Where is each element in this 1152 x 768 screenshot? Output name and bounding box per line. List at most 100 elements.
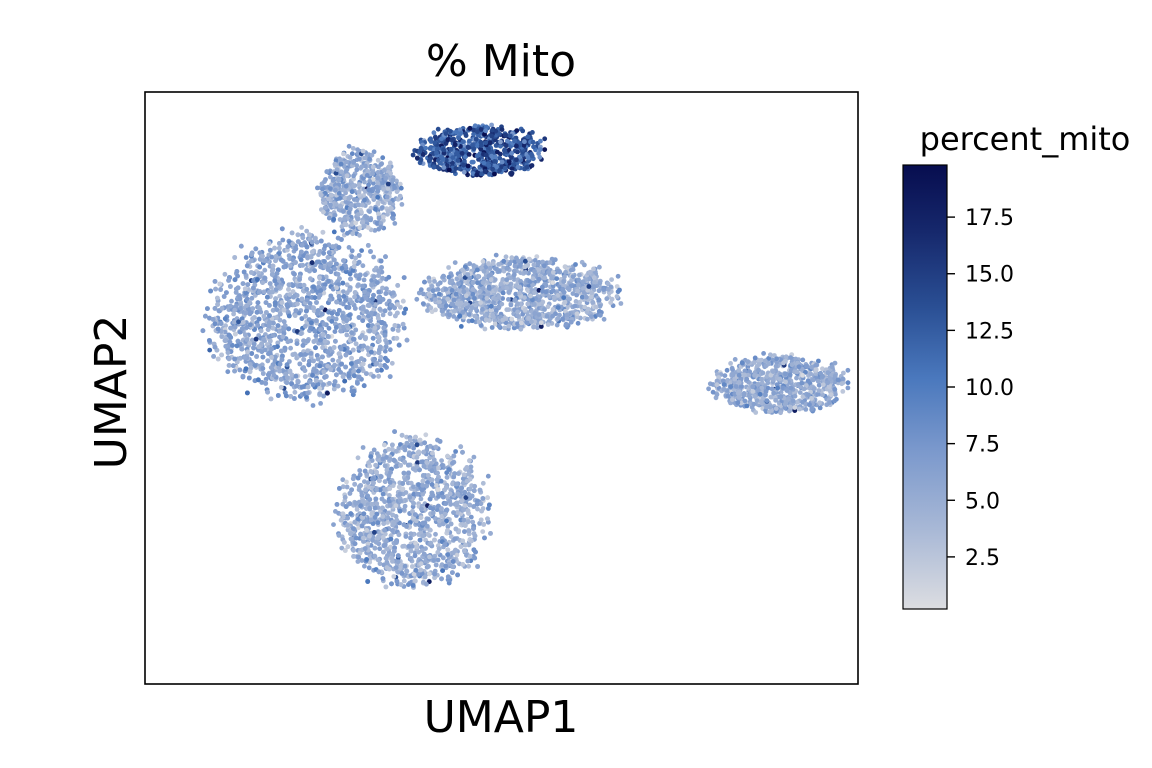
cell-point xyxy=(420,301,426,306)
cell-point xyxy=(244,303,250,308)
cell-point xyxy=(321,393,326,399)
cell-point xyxy=(334,202,339,207)
cell-point xyxy=(265,358,271,364)
cell-point xyxy=(547,260,553,265)
cell-point xyxy=(334,372,339,378)
cell-point xyxy=(555,268,561,274)
cell-point xyxy=(540,299,546,305)
cell-point xyxy=(225,350,231,355)
cell-point xyxy=(446,265,451,270)
cell-point xyxy=(350,231,356,237)
cell-point xyxy=(347,155,353,160)
cell-point xyxy=(281,319,287,325)
cell-point xyxy=(449,278,455,284)
cell-point xyxy=(267,281,273,286)
cell-point xyxy=(255,377,261,383)
cell-point xyxy=(353,363,359,369)
cell-point xyxy=(306,291,311,296)
cell-point xyxy=(550,307,556,312)
cell-point xyxy=(302,323,308,329)
cell-point xyxy=(297,361,303,367)
cell-point xyxy=(576,277,581,283)
cell-point xyxy=(375,157,381,163)
cell-point xyxy=(591,284,597,290)
cell-point xyxy=(351,260,357,265)
cell-point xyxy=(483,317,489,323)
cell-point xyxy=(455,158,461,163)
cell-point xyxy=(334,196,340,202)
cell-point xyxy=(376,289,382,295)
cell-point xyxy=(334,261,339,267)
cell-point xyxy=(365,313,371,319)
cell-point xyxy=(434,146,440,152)
cell-point xyxy=(384,194,390,200)
cell-point xyxy=(349,151,355,157)
cell-point xyxy=(378,354,384,360)
cell-point xyxy=(376,295,382,300)
cell-point xyxy=(576,282,581,288)
cell-point xyxy=(286,287,291,292)
cell-point xyxy=(332,379,338,384)
cell-point xyxy=(427,158,432,164)
cell-point xyxy=(605,281,611,287)
cell-point xyxy=(304,286,310,292)
cell-point xyxy=(255,277,260,282)
cell-point xyxy=(258,309,264,315)
cell-point xyxy=(400,298,406,304)
cell-point xyxy=(322,264,328,269)
cell-point xyxy=(261,313,267,319)
cell-point xyxy=(353,341,359,347)
cell-point xyxy=(243,332,248,338)
cell-point xyxy=(230,343,235,348)
cell-point xyxy=(349,361,354,366)
cell-point xyxy=(483,128,488,134)
cell-point xyxy=(357,232,362,238)
cell-point xyxy=(338,161,344,167)
cell-point xyxy=(281,264,287,270)
cell-point xyxy=(302,352,308,357)
cell-point xyxy=(433,135,439,141)
cell-point xyxy=(249,270,254,275)
cell-point xyxy=(434,150,439,156)
cell-point xyxy=(353,255,358,261)
cell-point xyxy=(382,308,388,314)
cell-point xyxy=(504,277,510,283)
cell-point xyxy=(247,300,253,305)
cell-point xyxy=(349,202,354,208)
cell-point xyxy=(550,288,556,293)
cell-point xyxy=(207,338,212,343)
cell-point xyxy=(341,258,346,263)
cell-point xyxy=(269,254,275,260)
cell-point xyxy=(363,295,369,301)
cell-point xyxy=(529,153,535,159)
cell-point xyxy=(534,254,540,259)
cell-point xyxy=(236,319,241,325)
cell-point xyxy=(356,315,362,320)
cell-point xyxy=(427,146,433,151)
cell-point xyxy=(525,320,530,326)
cell-point xyxy=(326,196,331,202)
cell-point xyxy=(478,139,484,145)
cell-point xyxy=(524,164,530,170)
cell-point xyxy=(489,133,495,139)
cell-point xyxy=(494,164,499,170)
cell-point xyxy=(354,359,359,365)
cell-point xyxy=(262,267,268,273)
cell-point xyxy=(474,153,480,159)
cell-point xyxy=(585,316,590,322)
cell-point xyxy=(352,306,358,311)
cell-point xyxy=(470,305,475,311)
cell-point xyxy=(320,197,326,203)
cell-point xyxy=(336,367,342,372)
cell-point xyxy=(488,272,494,277)
cell-point xyxy=(316,280,322,286)
cell-point xyxy=(352,290,358,295)
cell-point xyxy=(298,352,304,357)
cell-point xyxy=(579,294,585,300)
cell-point xyxy=(273,315,279,321)
cell-point xyxy=(449,160,455,166)
cell-point xyxy=(321,382,326,387)
cell-point xyxy=(431,164,437,170)
cell-point xyxy=(493,296,498,302)
cell-point xyxy=(347,312,352,318)
